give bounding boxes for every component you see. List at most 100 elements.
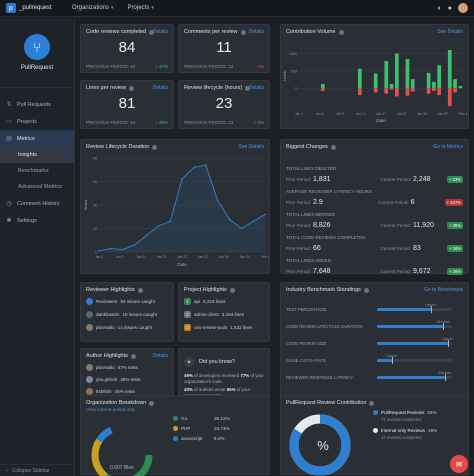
details-link[interactable]: Details	[248, 85, 264, 91]
change-title: TOTAL LINES ADDED	[286, 258, 331, 263]
rank-badge: 2	[184, 311, 191, 318]
sidebar-item-settings[interactable]: ✱ Settings	[0, 212, 74, 229]
previous-period: PREVIOUS PERIOD: 23	[184, 120, 234, 125]
current-label: Current Period:	[380, 269, 411, 274]
details-link[interactable]: Details	[152, 353, 168, 359]
info-icon[interactable]	[152, 144, 158, 150]
sidebar-item-comment-history[interactable]: ◷ Comment History	[0, 195, 74, 212]
details-link[interactable]: Details	[152, 85, 168, 91]
list-item[interactable]: ttsbiltim 45% tests	[86, 388, 168, 395]
list-item[interactable]: pbarsallo 57% tests	[86, 364, 168, 371]
avatar	[86, 376, 93, 383]
card-title-text: Reviewer Highlights	[86, 287, 135, 293]
y-tick-label: 0	[95, 251, 97, 255]
author-name: you.github	[96, 377, 118, 382]
benchmark-fill	[377, 325, 443, 328]
info-icon[interactable]	[369, 400, 375, 406]
donut-segment-pullrequest	[289, 414, 351, 476]
go-to-benchmark-link[interactable]: Go to Benchmark	[424, 287, 463, 293]
change-badge: + 23%	[447, 176, 463, 183]
benchmark-tag: Upper	[386, 353, 397, 358]
metric-value: 81	[118, 95, 136, 112]
legend-label: Internal-only Reviews	[381, 428, 425, 433]
code-reviews-card: Code reviews completed Details 84 PREVIO…	[80, 24, 174, 73]
info-icon[interactable]	[245, 85, 251, 91]
info-icon[interactable]	[137, 287, 143, 293]
details-link[interactable]: Details	[152, 29, 168, 35]
list-item[interactable]: 1 api 6,216 lines	[184, 298, 264, 305]
list-item[interactable]: 2 admin-client 3,194 lines	[184, 311, 264, 318]
bar-added	[389, 83, 394, 89]
details-link[interactable]: Details	[248, 29, 264, 35]
change-value: - 4%	[254, 64, 264, 69]
benchmark-marker	[392, 357, 393, 364]
list-item[interactable]: 3 oss-review-tools 1,532 lines	[184, 324, 264, 331]
info-icon[interactable]	[229, 287, 235, 293]
info-icon[interactable]	[130, 353, 136, 359]
nav-organizations-label: Organizations	[72, 5, 110, 11]
sidebar-sub-advanced-metrics[interactable]: Advanced Metrics	[0, 179, 74, 195]
see-details-link[interactable]: See Details	[238, 144, 264, 150]
y-tick-label: 0	[295, 87, 297, 91]
change-item: TOTAL LINES DELETED Prior Period: 1,831 Cur…	[286, 157, 463, 183]
bar-deleted	[453, 88, 457, 93]
list-item[interactable]: dankbassm 15 issues caught	[86, 311, 168, 318]
current-value: 83	[413, 245, 421, 252]
chevron-down-icon: ▾	[151, 5, 154, 11]
list-item[interactable]: you.github 46% tests	[86, 376, 168, 383]
legend-swatch	[173, 436, 178, 441]
line-point	[192, 166, 195, 169]
info-icon[interactable]	[129, 85, 135, 91]
x-tick-label: Jan 17	[376, 112, 386, 116]
see-details-link[interactable]: See Details	[437, 29, 463, 35]
project-value: 1,532 lines	[230, 325, 253, 330]
logo-icon: p	[6, 3, 16, 13]
project-name: oss-review-tools	[194, 325, 228, 330]
benchmark-marker	[431, 306, 432, 313]
sidebar-item-label: Comment History	[17, 200, 60, 207]
sidebar-item-metrics[interactable]: ▤ Metrics	[0, 130, 74, 147]
theme-toggle-icon[interactable]: ◐	[437, 4, 442, 12]
card-title-text: Contribution Volume	[286, 29, 336, 35]
bar-added	[410, 79, 415, 89]
bell-icon[interactable]: ●	[447, 4, 452, 12]
info-icon[interactable]	[330, 144, 336, 150]
collapse-sidebar-button[interactable]: ‹ Collapse Sidebar	[0, 464, 75, 476]
info-icon[interactable]	[363, 287, 369, 293]
pull-request-icon: ⇅	[6, 102, 12, 108]
card-title: Contribution Volume	[286, 29, 344, 35]
benchmark-fill	[377, 359, 392, 362]
list-item[interactable]: Reviewers 94 issues caught	[86, 298, 168, 305]
info-icon[interactable]	[149, 29, 155, 35]
change-badge: + 26%	[447, 245, 463, 252]
legend-swatch	[173, 426, 178, 431]
sidebar-item-projects[interactable]: ▭ Projects	[0, 113, 74, 130]
reviewer-value: 94 issues caught	[120, 299, 155, 304]
user-avatar[interactable]	[458, 3, 468, 13]
list-item[interactable]: pbarsallo 14 issues caught	[86, 324, 168, 331]
chat-icon[interactable]: ✉	[450, 455, 468, 473]
info-icon[interactable]	[338, 29, 344, 35]
reviewer-name: Reviewers	[96, 299, 118, 304]
nav-projects[interactable]: Projects ▾	[128, 5, 154, 11]
bar-deleted	[447, 88, 452, 107]
prior-label: Prior Period:	[286, 269, 312, 274]
logo[interactable]: p _pullrequest	[6, 3, 62, 13]
info-icon[interactable]	[240, 29, 246, 35]
info-icon[interactable]	[149, 400, 155, 406]
donut-segment-php	[91, 424, 153, 476]
go-to-metrics-link[interactable]: Go to Metrics	[433, 144, 463, 150]
sidebar-item-label: Projects	[17, 118, 37, 125]
sidebar-sub-insights[interactable]: Insights	[0, 147, 74, 163]
sidebar-item-pull-requests[interactable]: ⇅ Pull Requests	[0, 96, 74, 113]
legend-item: PullRequest Reviews 84%	[373, 410, 463, 415]
nav-organizations[interactable]: Organizations ▾	[72, 5, 114, 11]
change-badge: + 107%	[444, 199, 463, 206]
logo-text: _pullrequest	[19, 5, 52, 11]
top-right-controls: ◐ ●	[438, 3, 468, 13]
current-label: Current Period:	[380, 177, 411, 182]
view-current-period-link[interactable]: View current period only	[86, 407, 136, 412]
previous-period: PREVIOUS PERIOD: 64	[86, 120, 136, 125]
sidebar-sub-label: Insights	[18, 152, 37, 158]
sidebar-sub-benchmarks[interactable]: Benchmarks	[0, 163, 74, 179]
